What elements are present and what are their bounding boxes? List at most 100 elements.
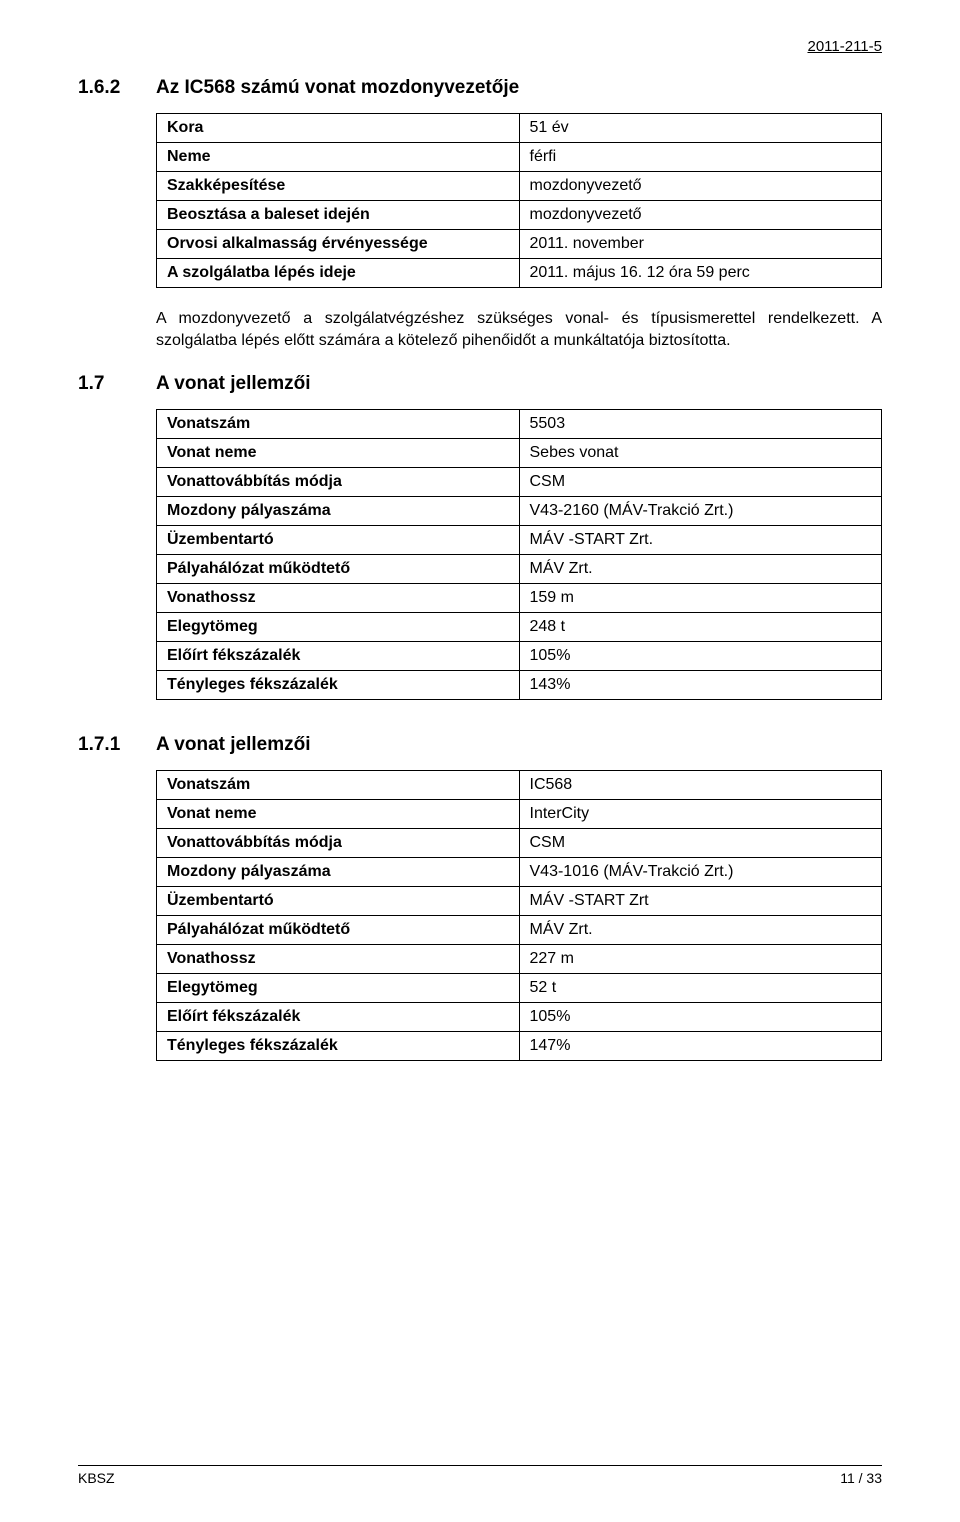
cell-label: Vonatszám (157, 771, 520, 800)
table-171-wrap: VonatszámIC568 Vonat nemeInterCity Vonat… (156, 770, 882, 1061)
cell-label: Vonat neme (157, 439, 520, 468)
section-heading-171: 1.7.1 A vonat jellemzői (78, 734, 882, 756)
cell-value: CSM (519, 829, 882, 858)
table-row: Előírt fékszázalék105% (157, 642, 882, 671)
cell-label: Elegytömeg (157, 974, 520, 1003)
cell-label: Vonat neme (157, 800, 520, 829)
table-row: Előírt fékszázalék105% (157, 1003, 882, 1032)
cell-value: 143% (519, 671, 882, 700)
table-row: Mozdony pályaszámaV43-2160 (MÁV-Trakció … (157, 497, 882, 526)
section-heading-17: 1.7 A vonat jellemzői (78, 373, 882, 395)
cell-value: IC568 (519, 771, 882, 800)
cell-value: V43-2160 (MÁV-Trakció Zrt.) (519, 497, 882, 526)
cell-value: 227 m (519, 945, 882, 974)
cell-value: 159 m (519, 584, 882, 613)
section-heading-162: 1.6.2 Az IC568 számú vonat mozdonyvezető… (78, 77, 882, 99)
cell-value: 51 év (519, 114, 882, 143)
document-id: 2011-211-5 (78, 38, 882, 55)
spacer (78, 720, 882, 734)
cell-value: 248 t (519, 613, 882, 642)
page-footer: KBSZ 11 / 33 (78, 1465, 882, 1486)
table-row: Vonat nemeInterCity (157, 800, 882, 829)
table-row: Vonat nemeSebes vonat (157, 439, 882, 468)
cell-label: Tényleges fékszázalék (157, 671, 520, 700)
table-row: Pályahálózat működtetőMÁV Zrt. (157, 916, 882, 945)
table-row: Beosztása a baleset idejénmozdonyvezető (157, 201, 882, 230)
section-title: A vonat jellemzői (156, 373, 311, 395)
table-row: Kora51 év (157, 114, 882, 143)
cell-value: CSM (519, 468, 882, 497)
section-title: A vonat jellemzői (156, 734, 311, 756)
cell-value: 147% (519, 1032, 882, 1061)
cell-label: Elegytömeg (157, 613, 520, 642)
table-17: Vonatszám5503 Vonat nemeSebes vonat Vona… (156, 409, 882, 700)
cell-value: mozdonyvezető (519, 201, 882, 230)
cell-label: Előírt fékszázalék (157, 642, 520, 671)
cell-label: Mozdony pályaszáma (157, 497, 520, 526)
table-row: Tényleges fékszázalék143% (157, 671, 882, 700)
section-title: Az IC568 számú vonat mozdonyvezetője (156, 77, 519, 99)
cell-value: MÁV -START Zrt. (519, 526, 882, 555)
cell-value: férfi (519, 143, 882, 172)
table-17-wrap: Vonatszám5503 Vonat nemeSebes vonat Vona… (156, 409, 882, 700)
cell-label: Vonathossz (157, 584, 520, 613)
table-row: Mozdony pályaszámaV43-1016 (MÁV-Trakció … (157, 858, 882, 887)
cell-label: Pályahálózat működtető (157, 555, 520, 584)
cell-value: InterCity (519, 800, 882, 829)
table-row: Orvosi alkalmasság érvényessége2011. nov… (157, 230, 882, 259)
table-row: Tényleges fékszázalék147% (157, 1032, 882, 1061)
footer-right: 11 / 33 (840, 1470, 882, 1486)
table-row: ÜzembentartóMÁV -START Zrt (157, 887, 882, 916)
table-row: Vonattovábbítás módjaCSM (157, 468, 882, 497)
cell-value: 52 t (519, 974, 882, 1003)
cell-value: 105% (519, 642, 882, 671)
table-row: Vonathossz227 m (157, 945, 882, 974)
cell-label: Előírt fékszázalék (157, 1003, 520, 1032)
cell-label: Üzembentartó (157, 887, 520, 916)
table-162: Kora51 év Nemeférfi Szakképesítésemozdon… (156, 113, 882, 288)
section-number: 1.7 (78, 373, 156, 395)
cell-label: Szakképesítése (157, 172, 520, 201)
cell-label: Üzembentartó (157, 526, 520, 555)
cell-label: Orvosi alkalmasság érvényessége (157, 230, 520, 259)
table-row: Vonattovábbítás módjaCSM (157, 829, 882, 858)
cell-value: 2011. május 16. 12 óra 59 perc (519, 259, 882, 288)
cell-value: MÁV -START Zrt (519, 887, 882, 916)
cell-value: MÁV Zrt. (519, 555, 882, 584)
table-171: VonatszámIC568 Vonat nemeInterCity Vonat… (156, 770, 882, 1061)
cell-label: A szolgálatba lépés ideje (157, 259, 520, 288)
cell-label: Vonattovábbítás módja (157, 829, 520, 858)
cell-value: 105% (519, 1003, 882, 1032)
table-row: Vonatszám5503 (157, 410, 882, 439)
cell-value: 5503 (519, 410, 882, 439)
cell-label: Neme (157, 143, 520, 172)
cell-label: Beosztása a baleset idején (157, 201, 520, 230)
table-row: ÜzembentartóMÁV -START Zrt. (157, 526, 882, 555)
cell-label: Vonatszám (157, 410, 520, 439)
cell-value: 2011. november (519, 230, 882, 259)
cell-label: Mozdony pályaszáma (157, 858, 520, 887)
section-number: 1.7.1 (78, 734, 156, 756)
cell-label: Kora (157, 114, 520, 143)
table-row: Pályahálózat működtetőMÁV Zrt. (157, 555, 882, 584)
table-row: Elegytömeg52 t (157, 974, 882, 1003)
cell-value: MÁV Zrt. (519, 916, 882, 945)
page: 2011-211-5 1.6.2 Az IC568 számú vonat mo… (0, 0, 960, 1522)
table-row: Elegytömeg248 t (157, 613, 882, 642)
cell-value: Sebes vonat (519, 439, 882, 468)
cell-value: V43-1016 (MÁV-Trakció Zrt.) (519, 858, 882, 887)
table-162-wrap: Kora51 év Nemeférfi Szakképesítésemozdon… (156, 113, 882, 288)
table-row: Vonathossz159 m (157, 584, 882, 613)
cell-label: Tényleges fékszázalék (157, 1032, 520, 1061)
cell-label: Vonattovábbítás módja (157, 468, 520, 497)
table-row: VonatszámIC568 (157, 771, 882, 800)
footer-left: KBSZ (78, 1470, 115, 1486)
table-row: Nemeférfi (157, 143, 882, 172)
paragraph-162: A mozdonyvezető a szolgálatvégzéshez szü… (156, 308, 882, 351)
cell-label: Vonathossz (157, 945, 520, 974)
table-row: Szakképesítésemozdonyvezető (157, 172, 882, 201)
cell-label: Pályahálózat működtető (157, 916, 520, 945)
section-number: 1.6.2 (78, 77, 156, 99)
cell-value: mozdonyvezető (519, 172, 882, 201)
table-row: A szolgálatba lépés ideje2011. május 16.… (157, 259, 882, 288)
